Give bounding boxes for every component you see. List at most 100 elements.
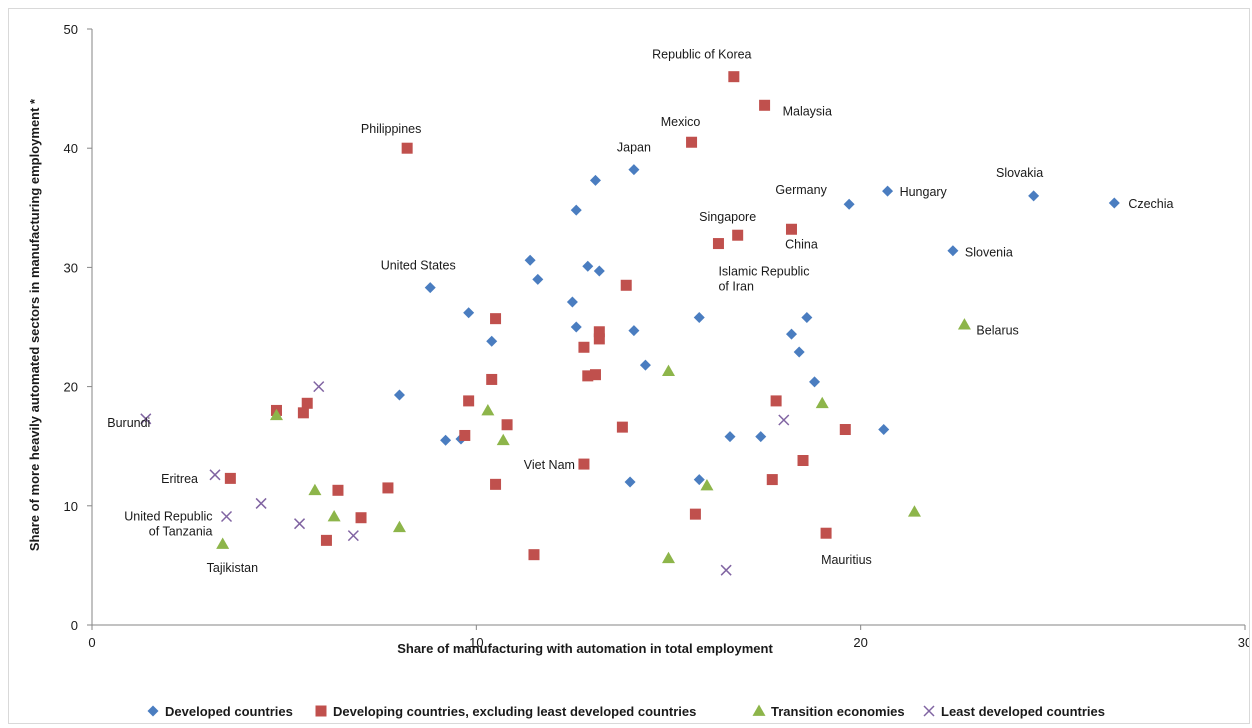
data-point [255, 497, 267, 509]
data-point [424, 282, 436, 294]
legend-marker [923, 705, 935, 717]
data-point [327, 510, 341, 522]
data-point [689, 508, 701, 520]
data-point [486, 335, 498, 347]
x-tick-label: 30 [1238, 635, 1249, 650]
data-point [620, 279, 632, 291]
data-point [570, 321, 582, 333]
legend-marker [147, 705, 159, 717]
y-tick-label: 50 [64, 22, 78, 37]
data-point [332, 484, 344, 496]
point-label: United States [381, 259, 456, 273]
data-point [589, 174, 601, 186]
data-point [843, 198, 855, 210]
y-axis-title: Share of more heavily automated sectors … [27, 98, 42, 551]
data-point [809, 376, 821, 388]
data-point [501, 419, 513, 431]
y-tick-label: 0 [71, 618, 78, 633]
data-point [1108, 197, 1120, 209]
data-point [320, 534, 332, 546]
x-tick-label: 20 [853, 635, 867, 650]
data-point [700, 479, 714, 491]
data-point [797, 455, 809, 467]
data-points [140, 71, 1120, 576]
data-point [820, 527, 832, 539]
legend-marker [315, 705, 327, 717]
data-point [301, 397, 313, 409]
point-label: Germany [775, 183, 827, 197]
data-point [589, 369, 601, 381]
point-label: Burundi [107, 416, 150, 430]
data-point [481, 403, 495, 416]
data-point [459, 429, 471, 441]
chart-frame: 0 10 20 30 0 10 20 30 40 50 United States Japan Ger… [8, 8, 1252, 724]
legend-label: Least developed countries [941, 704, 1105, 719]
scatter-chart: 0 10 20 30 0 10 20 30 40 50 United States Japan Ger… [27, 22, 1252, 719]
data-point [209, 469, 221, 481]
x-tick-label: 10 [469, 635, 483, 650]
data-point [524, 254, 536, 266]
data-point [759, 99, 771, 111]
data-point [593, 326, 605, 338]
data-point [532, 273, 544, 285]
data-point [616, 421, 628, 433]
data-point [720, 564, 732, 576]
data-point [785, 223, 797, 235]
data-point [297, 407, 309, 419]
data-point [490, 313, 502, 325]
data-point [628, 164, 640, 176]
y-tick-label: 40 [64, 141, 78, 156]
data-point [313, 381, 325, 393]
data-point [662, 551, 675, 564]
data-point [801, 311, 813, 323]
data-point [528, 549, 540, 561]
data-point [570, 204, 582, 216]
data-point [440, 434, 452, 446]
point-label: Japan [617, 141, 651, 155]
point-label: Slovenia [965, 246, 1013, 260]
data-point [947, 245, 959, 257]
data-point [566, 296, 578, 308]
data-point [793, 346, 805, 358]
legend-label: Developed countries [165, 704, 293, 719]
series-diamond [393, 164, 1120, 488]
data-point [140, 413, 152, 425]
data-point [401, 142, 413, 154]
data-point [770, 395, 782, 407]
y-tick-label: 10 [64, 499, 78, 514]
data-point [582, 370, 594, 382]
data-point [766, 474, 778, 486]
data-point [355, 512, 367, 524]
data-point [220, 510, 233, 523]
point-label: United Republic of Tanzania [124, 510, 212, 539]
data-point [724, 431, 736, 443]
y-tick-label: 20 [64, 380, 78, 395]
data-point [686, 136, 698, 148]
data-point [486, 373, 498, 385]
data-point [224, 472, 236, 484]
data-point [693, 311, 705, 323]
point-label: China [785, 237, 818, 251]
data-point [878, 424, 890, 436]
point-label: Viet Nam [524, 458, 575, 472]
data-point [392, 520, 406, 533]
legend-item: Developing countries, excluding least de… [315, 704, 696, 719]
x-axis-title: Share of manufacturing with automation i… [397, 641, 773, 656]
data-point [269, 408, 283, 421]
data-point [347, 530, 359, 542]
point-label: Eritrea [161, 472, 198, 486]
series-square [224, 71, 851, 561]
data-point [463, 307, 475, 319]
point-label: Czechia [1128, 197, 1173, 211]
data-point [578, 341, 590, 353]
point-label: Singapore [699, 210, 756, 224]
data-point [693, 474, 705, 486]
point-label: Slovakia [996, 166, 1043, 180]
point-label: Tajikistan [207, 561, 258, 575]
legend: Developed countries Developing countries,… [147, 704, 1105, 719]
legend-label: Transition economies [771, 704, 905, 719]
data-point [624, 476, 636, 488]
data-point [463, 395, 475, 407]
legend-item: Transition economies [752, 704, 905, 719]
data-point [294, 518, 306, 530]
